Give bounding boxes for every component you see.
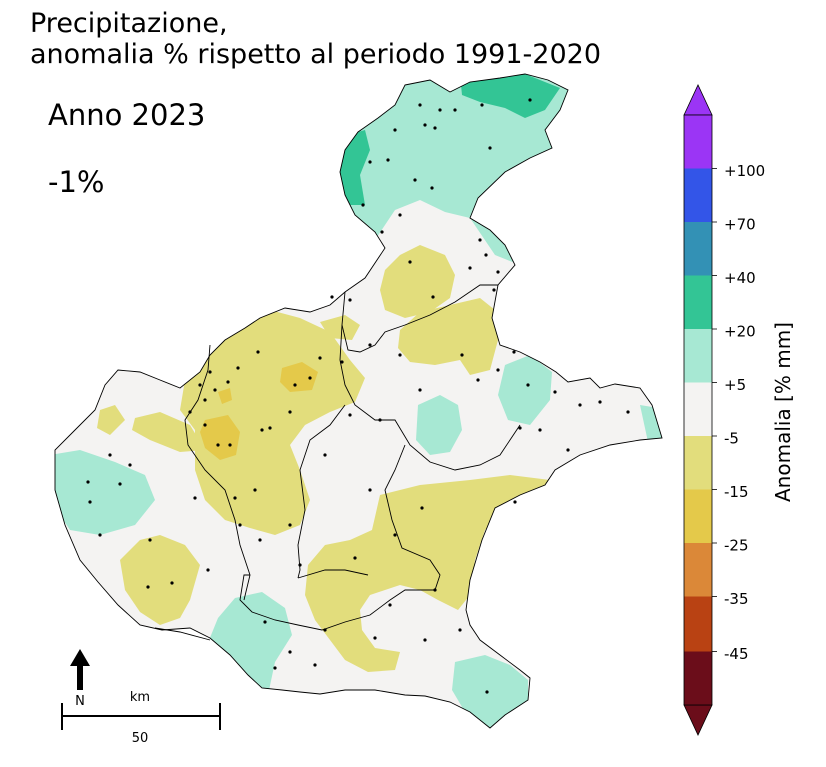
station-markers	[86, 98, 630, 694]
colorbar-tick-label: +5	[724, 376, 746, 394]
colorbar-title: Anomalia [% mm]	[771, 322, 795, 502]
colorbar-class-8	[684, 543, 712, 597]
scale-bar: km 50	[61, 690, 221, 746]
anomaly-fill	[55, 74, 662, 728]
colorbar-extend-min	[683, 704, 713, 736]
colorbar-tick-label: -45	[724, 645, 749, 663]
colorbar-tick-label: +40	[724, 269, 756, 287]
title-line-2: anomalia % rispetto al periodo 1991-2020	[30, 39, 601, 70]
north-arrow-icon: N	[70, 649, 90, 709]
colorbar-tick-label: -15	[724, 483, 749, 501]
scale-value: 50	[132, 731, 149, 746]
colorbar-tick-label: -5	[724, 430, 739, 448]
colorbar-class-6	[684, 436, 712, 490]
colorbar-class-3	[684, 275, 712, 329]
scale-unit: km	[130, 690, 150, 705]
colorbar-tick-label: +20	[724, 323, 756, 341]
colorbar-class-0	[684, 115, 712, 169]
colorbar-class-5	[684, 382, 712, 436]
title-line-1: Precipitazione,	[30, 8, 228, 39]
province-boundaries	[154, 284, 521, 641]
north-label: N	[75, 694, 85, 709]
colorbar-tick-label: -25	[724, 537, 749, 555]
colorbar-class-9	[684, 596, 712, 652]
regional-anomaly-value: -1%	[48, 165, 105, 199]
colorbar-tick-label: +100	[724, 162, 765, 180]
colorbar-class-1	[684, 168, 712, 222]
colorbar-tick-label: +70	[724, 216, 756, 234]
colorbar-class-10	[684, 651, 712, 705]
colorbar-extend-max	[683, 84, 713, 116]
colorbar-class-7	[684, 489, 712, 543]
colorbar-class-2	[684, 222, 712, 276]
colorbar-tick-label: -35	[724, 590, 749, 608]
colorbar-class-4	[684, 329, 712, 383]
map-title: Precipitazione, anomalia % rispetto al p…	[30, 8, 601, 70]
colorbar: +100 +70 +40 +20 +5 -5 -15 -25 -35 -45	[683, 84, 765, 736]
period-label: Anno 2023	[48, 98, 206, 132]
region-outline	[54, 73, 663, 729]
